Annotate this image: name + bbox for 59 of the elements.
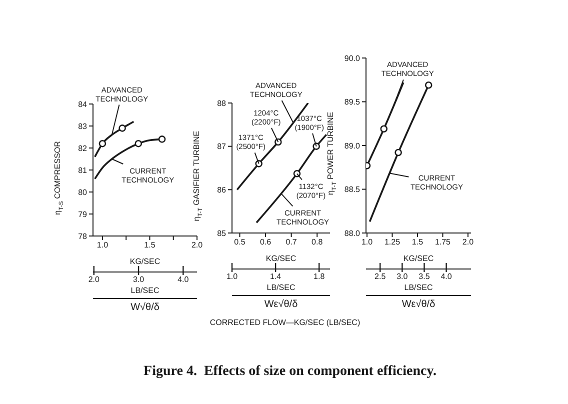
y-tick-label: 83 xyxy=(78,122,88,131)
point xyxy=(255,160,262,168)
x-tick-label: 1.25 xyxy=(384,238,401,247)
x-tick-label: 1.0 xyxy=(361,238,374,247)
x-tick-label: 1.5 xyxy=(412,238,424,247)
x-tick-label: 0.6 xyxy=(260,238,272,247)
x-axis-title: KG/SEC xyxy=(403,254,434,263)
y-tick-label: 85 xyxy=(217,228,227,238)
text: W√θ/δ xyxy=(93,298,197,313)
x-axis-title: KG/SEC xyxy=(130,257,160,266)
x2-tick-label: 2.5 xyxy=(374,272,386,281)
x-tick-label: 0.7 xyxy=(286,238,298,247)
x2-axis-title: LB/SEC xyxy=(130,286,160,295)
x2-axis-title: LB/SEC xyxy=(404,283,433,292)
x2-tick-label: 1.4 xyxy=(270,272,282,281)
y-tick-label: 80 xyxy=(78,188,88,197)
point xyxy=(98,140,106,148)
y-tick-label: 79 xyxy=(78,210,88,219)
x-tick-label: 2.0 xyxy=(462,238,474,247)
x2-tick-label: 3.0 xyxy=(396,272,408,281)
y-tick-label: 89.5 xyxy=(344,98,361,107)
point xyxy=(312,142,320,150)
y-tick-label: 81 xyxy=(78,166,88,175)
y-tick-label: 90.0 xyxy=(344,54,361,63)
y-tick-label: 88.0 xyxy=(344,228,361,238)
x-tick-label: 1.75 xyxy=(434,238,452,247)
x-axis-title: KG/SEC xyxy=(266,254,296,263)
x2-axis-title: LB/SEC xyxy=(266,283,296,292)
point xyxy=(293,170,301,178)
x2-tick-label: 3.5 xyxy=(418,272,430,281)
point xyxy=(394,148,402,156)
caption: Figure 4. Effects of size on component efficiency. xyxy=(142,364,438,380)
point xyxy=(380,125,388,133)
x-tick-label: 0.5 xyxy=(234,238,246,247)
x2-tick-label: 1.8 xyxy=(314,272,326,281)
y-tick-label: 88.5 xyxy=(344,185,361,194)
y-tick-label: 89.0 xyxy=(344,141,361,150)
x-tick-label: 0.8 xyxy=(312,238,324,247)
y-tick-label: 88 xyxy=(217,98,227,108)
x2-tick-label: 2.0 xyxy=(88,275,100,284)
y-tick-label: 82 xyxy=(78,144,88,153)
y-tick-label: 78 xyxy=(78,232,88,241)
x2-tick-label: 3.0 xyxy=(132,275,145,284)
y-tick-label: 87 xyxy=(217,142,227,152)
point xyxy=(134,140,142,148)
point xyxy=(118,124,126,132)
x-tick-label: 1.5 xyxy=(144,240,156,250)
text: Wε√θ/δ xyxy=(366,295,471,310)
x-tick-label: 2.0 xyxy=(191,240,204,250)
x-tick-label: 1.0 xyxy=(96,240,109,250)
y-tick-label: 84 xyxy=(78,100,88,109)
text: Wε√θ/δ xyxy=(232,295,330,310)
point xyxy=(424,81,432,89)
x2-tick-label: 1.0 xyxy=(226,272,238,281)
text: CORRECTED FLOW—KG/SEC (LB/SEC) xyxy=(208,318,362,327)
x2-tick-label: 4.0 xyxy=(178,275,190,284)
x2-tick-label: 4.0 xyxy=(440,272,452,281)
y-tick-label: 86 xyxy=(217,186,227,195)
point xyxy=(158,136,166,143)
